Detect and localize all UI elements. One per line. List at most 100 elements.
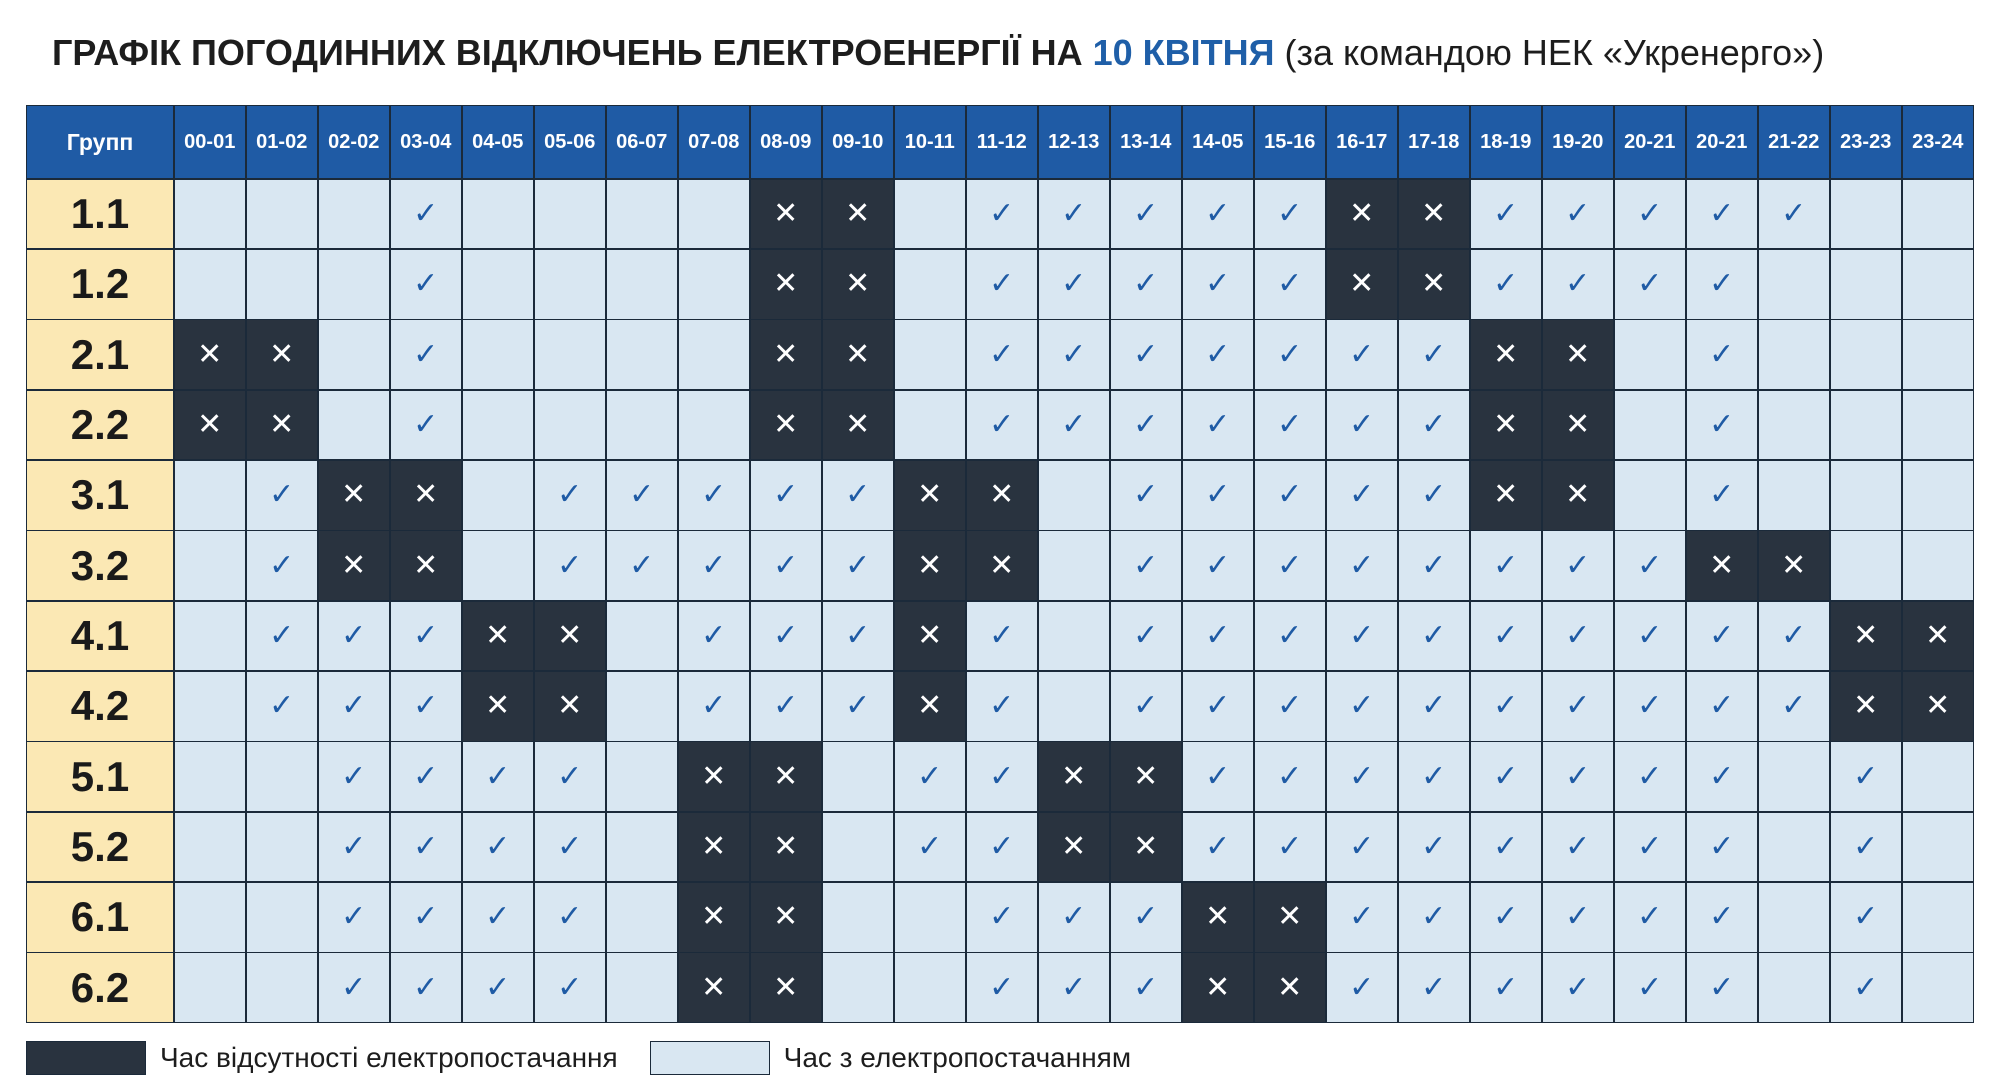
power-on-cell: ✓ [822,460,893,530]
empty-cell [534,179,605,249]
power-on-cell: ✓ [1614,742,1685,811]
empty-cell [246,812,317,882]
power-on-cell: ✓ [966,953,1037,1022]
power-on-cell: ✓ [1182,249,1253,319]
header-hour: 06-07 [606,106,677,178]
power-on-cell: ✓ [606,531,677,600]
power-off-cell: ✕ [894,531,965,600]
power-on-cell: ✓ [1182,531,1253,600]
legend: Час відсутності електропостачання Час з … [26,1040,1131,1076]
power-off-cell: ✕ [750,882,821,952]
page-title: ГРАФІК ПОГОДИННИХ ВІДКЛЮЧЕНЬ ЕЛЕКТРОЕНЕР… [52,28,1972,78]
header-hour: 18-19 [1470,106,1541,178]
empty-cell [1758,953,1829,1022]
header-hour: 14-05 [1182,106,1253,178]
empty-cell [1902,179,1973,249]
empty-cell [534,390,605,460]
power-off-cell: ✕ [966,460,1037,530]
group-label: 1.1 [27,179,173,249]
power-on-cell: ✓ [1326,601,1397,671]
header-hour: 19-20 [1542,106,1613,178]
power-off-cell: ✕ [822,320,893,389]
power-on-cell: ✓ [1758,179,1829,249]
power-on-cell: ✓ [1182,742,1253,811]
power-on-cell: ✓ [1398,601,1469,671]
header-hour: 01-02 [246,106,317,178]
empty-cell [1830,320,1901,389]
power-on-cell: ✓ [966,320,1037,389]
power-on-cell: ✓ [1470,882,1541,952]
empty-cell [318,249,389,319]
power-on-cell: ✓ [1182,671,1253,741]
group-label: 5.1 [27,742,173,811]
empty-cell [894,390,965,460]
power-on-cell: ✓ [750,671,821,741]
empty-cell [1758,320,1829,389]
empty-cell [534,320,605,389]
power-off-cell: ✕ [462,601,533,671]
empty-cell [462,531,533,600]
empty-cell [318,320,389,389]
empty-cell [1038,671,1109,741]
group-label: 4.1 [27,601,173,671]
power-on-cell: ✓ [1686,812,1757,882]
power-on-cell: ✓ [1110,460,1181,530]
power-on-cell: ✓ [1038,249,1109,319]
empty-cell [1902,812,1973,882]
power-off-cell: ✕ [750,249,821,319]
power-on-cell: ✓ [390,812,461,882]
empty-cell [1758,249,1829,319]
power-on-cell: ✓ [1686,882,1757,952]
power-on-cell: ✓ [966,179,1037,249]
power-off-cell: ✕ [318,460,389,530]
power-off-cell: ✕ [1182,882,1253,952]
title-main: ГРАФІК ПОГОДИННИХ ВІДКЛЮЧЕНЬ ЕЛЕКТРОЕНЕР… [52,32,1093,73]
power-off-cell: ✕ [1542,460,1613,530]
power-on-cell: ✓ [1830,742,1901,811]
power-off-cell: ✕ [174,320,245,389]
power-on-cell: ✓ [534,812,605,882]
power-on-cell: ✓ [1110,249,1181,319]
power-on-cell: ✓ [1038,882,1109,952]
power-on-cell: ✓ [534,460,605,530]
power-on-cell: ✓ [390,320,461,389]
power-on-cell: ✓ [1542,249,1613,319]
empty-cell [606,390,677,460]
power-on-cell: ✓ [1542,601,1613,671]
power-on-cell: ✓ [1614,531,1685,600]
power-on-cell: ✓ [894,812,965,882]
power-on-cell: ✓ [246,460,317,530]
power-on-cell: ✓ [462,742,533,811]
power-on-cell: ✓ [1398,390,1469,460]
power-on-cell: ✓ [1398,882,1469,952]
empty-cell [606,742,677,811]
power-on-cell: ✓ [1686,601,1757,671]
power-on-cell: ✓ [1254,601,1325,671]
power-on-cell: ✓ [246,601,317,671]
power-on-cell: ✓ [462,953,533,1022]
power-off-cell: ✕ [390,460,461,530]
empty-cell [1830,390,1901,460]
empty-cell [822,953,893,1022]
power-on-cell: ✓ [1398,671,1469,741]
power-off-cell: ✕ [1110,812,1181,882]
power-off-cell: ✕ [966,531,1037,600]
empty-cell [1902,460,1973,530]
power-on-cell: ✓ [1614,812,1685,882]
empty-cell [246,953,317,1022]
legend-swatch-power [649,1041,770,1075]
power-on-cell: ✓ [1182,601,1253,671]
power-on-cell: ✓ [822,601,893,671]
power-on-cell: ✓ [750,601,821,671]
empty-cell [534,249,605,319]
power-on-cell: ✓ [1254,320,1325,389]
empty-cell [1614,460,1685,530]
power-off-cell: ✕ [1830,601,1901,671]
power-on-cell: ✓ [1470,179,1541,249]
empty-cell [894,249,965,319]
power-off-cell: ✕ [1542,320,1613,389]
power-off-cell: ✕ [750,179,821,249]
empty-cell [1038,531,1109,600]
power-on-cell: ✓ [1326,320,1397,389]
header-hour: 20-21 [1686,106,1757,178]
